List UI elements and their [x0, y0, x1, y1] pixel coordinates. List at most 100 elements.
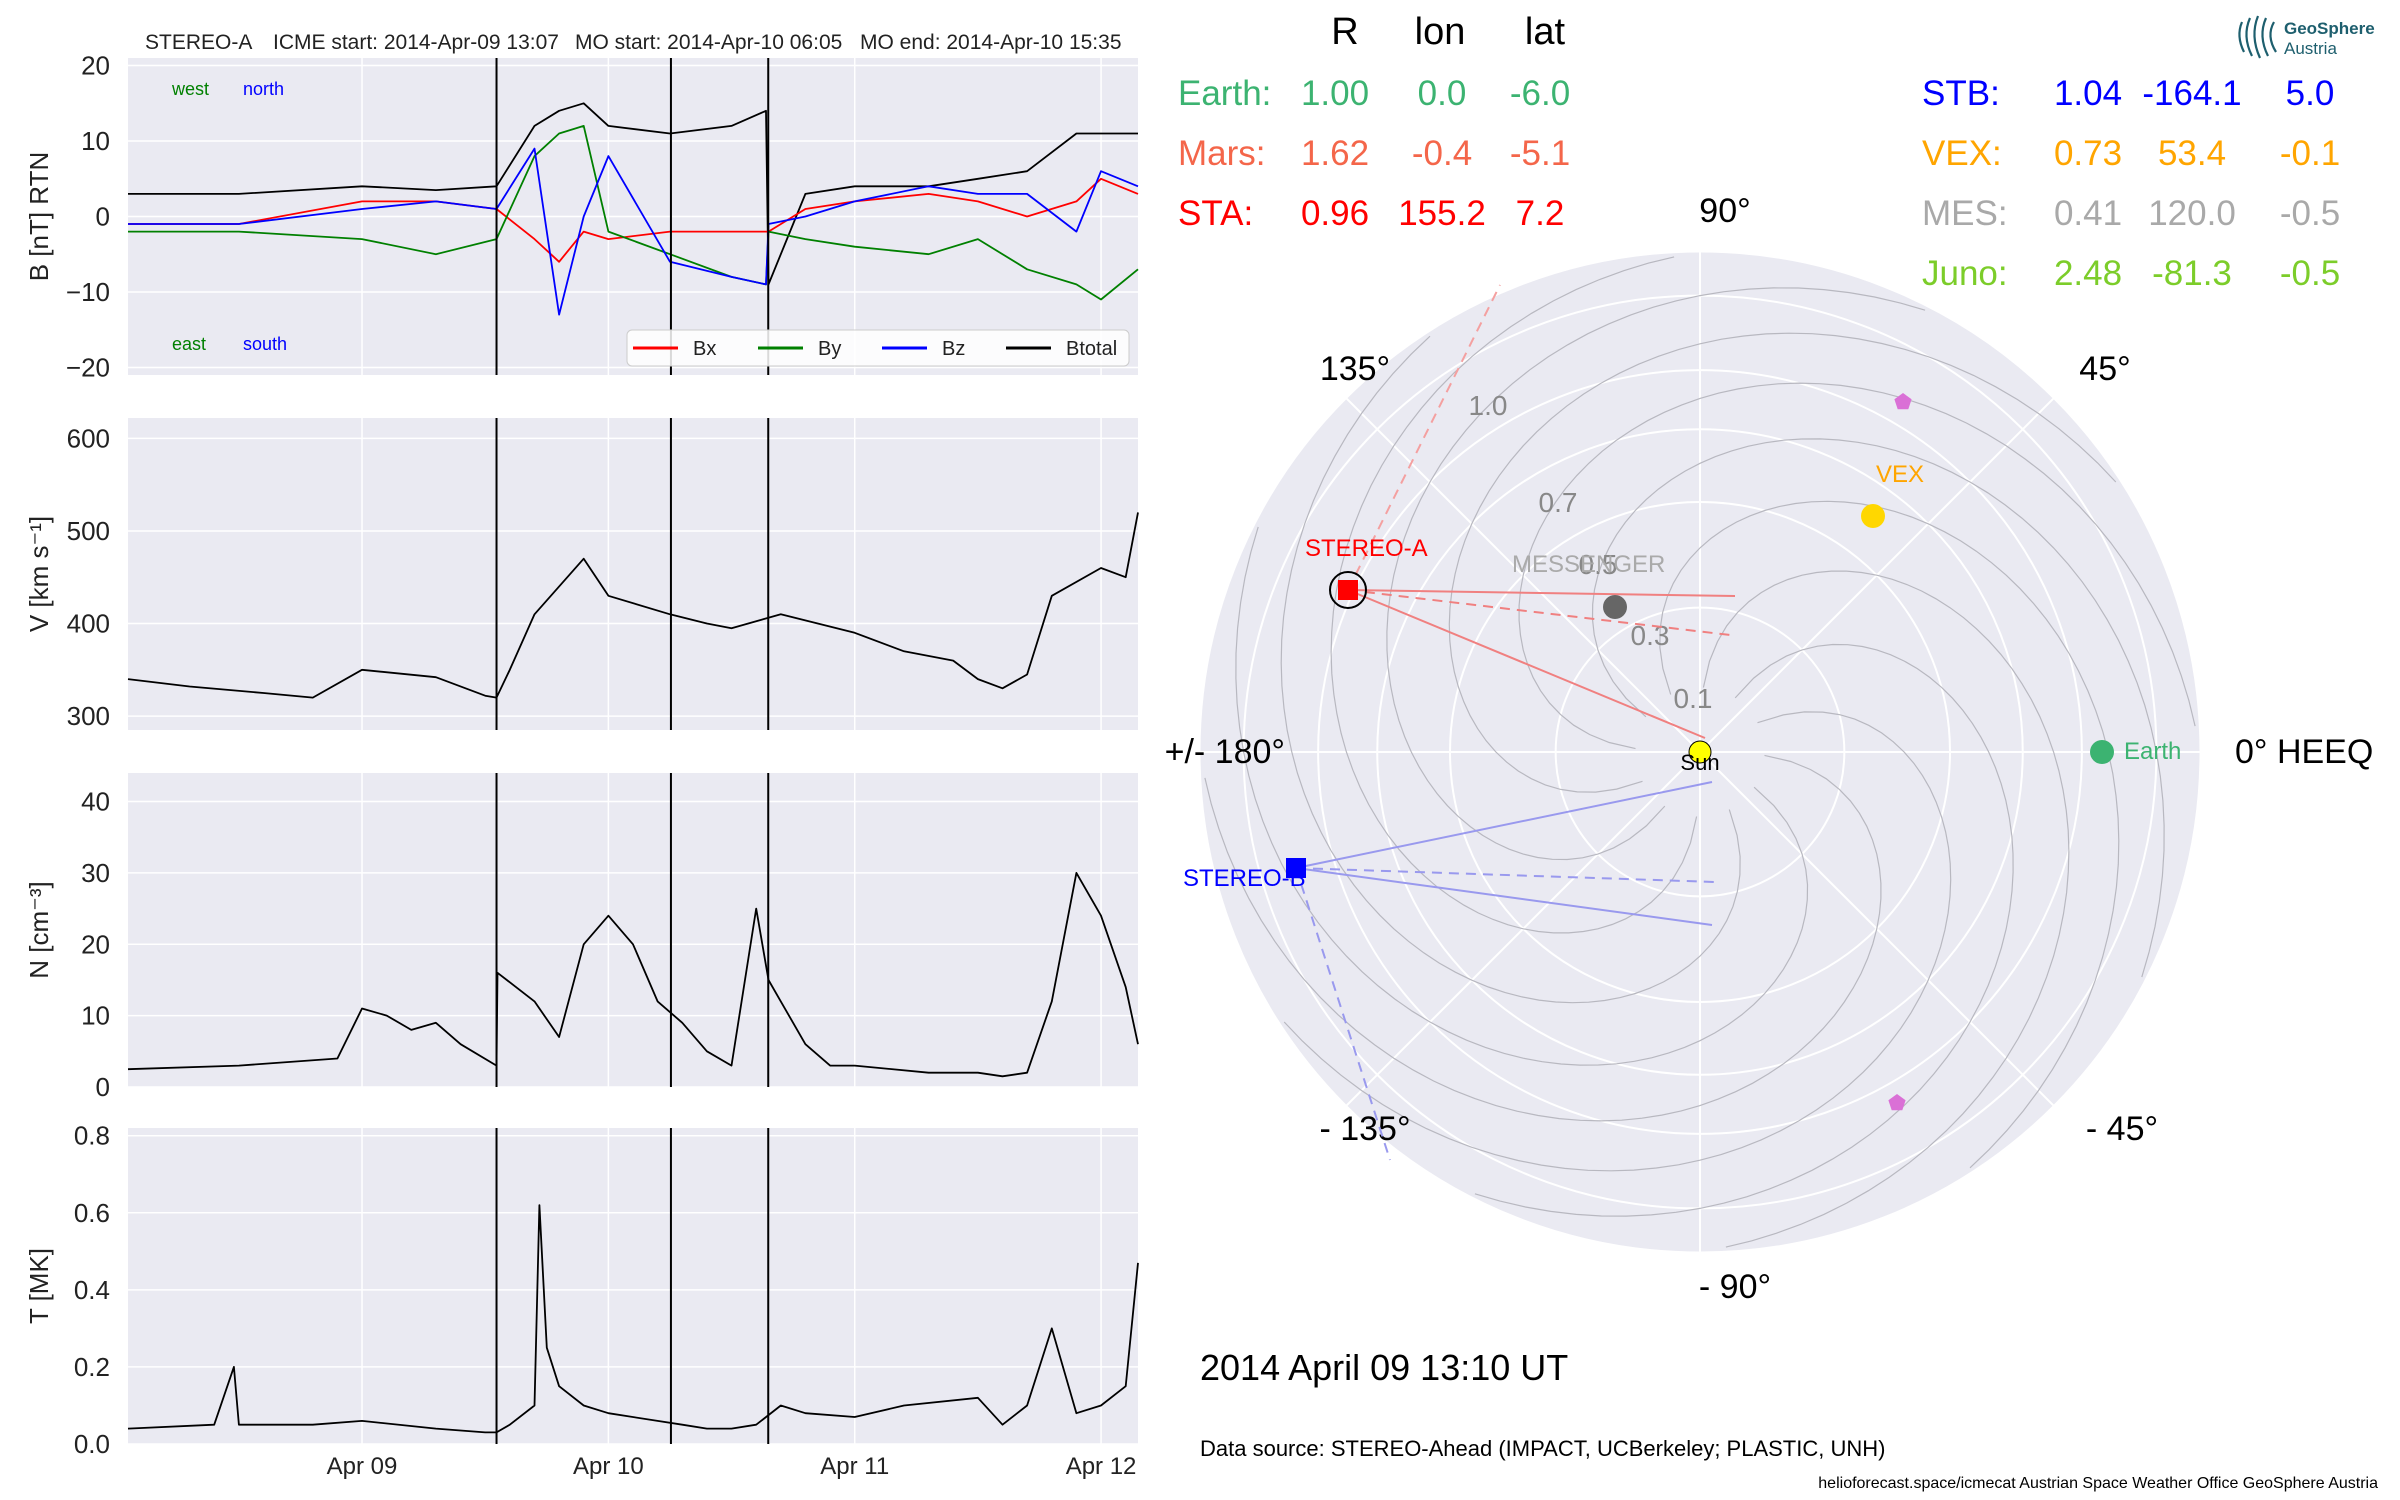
legend-label-btotal: Btotal [1066, 338, 1117, 360]
panel-background [128, 1128, 1138, 1444]
annotation-south: south [243, 334, 287, 354]
table-lat: -0.1 [2280, 134, 2340, 173]
y-tick-label: 0 [96, 202, 110, 232]
timestamp: 2014 April 09 13:10 UT [1200, 1347, 1568, 1388]
table-lat: -0.5 [2280, 254, 2340, 293]
table-name: VEX: [1922, 134, 2002, 173]
y-tick-label: 30 [81, 858, 110, 888]
vex-label: VEX [1876, 461, 1924, 488]
y-tick-label: 0.4 [74, 1275, 110, 1305]
table-lon: 155.2 [1398, 194, 1486, 233]
earth-label: Earth [2124, 738, 2181, 765]
x-tick-label: Apr 10 [573, 1453, 644, 1480]
y-tick-label: 10 [81, 1001, 110, 1031]
table-header-lon: lon [1415, 11, 1466, 53]
angle-label: 45° [2079, 350, 2130, 388]
header-mo-start: MO start: 2014-Apr-10 06:05 [575, 31, 842, 54]
series-t [127, 1204, 1139, 1434]
table-lon: -81.3 [2152, 254, 2232, 293]
table-r: 0.41 [2054, 194, 2122, 233]
spiral-field-line [1235, 526, 1809, 1066]
series-n [127, 872, 1139, 1078]
timeseries-panels: 20 10 0 −10 −20 B [nT] RTN west north east south B… [24, 51, 1139, 1480]
annotation-west: west [171, 79, 209, 99]
spiral-field-line [1386, 287, 1926, 861]
polar-edge [1199, 251, 2201, 1253]
sta-fov-dashed [1347, 284, 1501, 591]
series-bz [128, 147, 1139, 316]
table-name: MES: [1922, 194, 2008, 233]
table-lon: 0.0 [1418, 74, 1467, 113]
table-lon: -0.4 [1412, 134, 1472, 173]
annotation-east: east [172, 334, 206, 354]
stb-fov-dashed [1295, 867, 1391, 1161]
table-row: VEX: 0.73 53.4 -0.1 [1922, 134, 2340, 173]
data-source: Data source: STEREO-Ahead (IMPACT, UCBer… [1200, 1436, 1885, 1461]
header-spacecraft: STEREO-A [145, 31, 252, 54]
table-lon: 53.4 [2158, 134, 2226, 173]
y-axis-label: T [MK] [24, 1248, 54, 1324]
footer-credits: helioforecast.space/icmecat Austrian Spa… [1818, 1475, 2378, 1492]
annotation-north: north [243, 79, 284, 99]
stb-marker [1286, 858, 1306, 878]
juno-marker [1894, 393, 1912, 410]
radial-label: 0.5 [1579, 549, 1618, 580]
table-header-lat: lat [1525, 11, 1566, 53]
y-tick-label: 0 [96, 1072, 110, 1102]
sun-label: Sun [1680, 750, 1719, 775]
table-row: Mars: 1.62 -0.4 -5.1 [1178, 134, 1570, 173]
table-name: Mars: [1178, 134, 1266, 173]
panel-2: 600 500 400 300 V [km s⁻¹] [24, 418, 1139, 731]
table-r: 2.48 [2054, 254, 2122, 293]
y-tick-label: 20 [81, 51, 110, 81]
sta-ring [1329, 571, 1367, 609]
angle-label: 90° [1699, 192, 1750, 230]
y-tick-label: 0.6 [74, 1198, 110, 1228]
series-btotal [128, 102, 1138, 286]
sun-marker [1688, 740, 1712, 764]
spiral-field-line [1283, 711, 1952, 1172]
angle-label: - 45° [2086, 1110, 2158, 1148]
messenger-label: MESSENGER [1512, 551, 1665, 578]
table-name: Earth: [1178, 74, 1271, 113]
geosphere-logo-icon [2238, 15, 2277, 59]
sta-marker [1338, 580, 1358, 600]
panel-background [128, 773, 1138, 1087]
logo-line1: GeoSphere [2284, 19, 2375, 38]
table-r: 1.04 [2054, 74, 2122, 113]
stb-label: STEREO-B [1183, 865, 1306, 892]
legend: Bx By Bz Btotal [626, 329, 1130, 367]
radial-label: 0.1 [1674, 683, 1713, 714]
panel-1: 20 10 0 −10 −20 B [nT] RTN west north east south B… [24, 51, 1139, 382]
table-row: STA: 0.96 155.2 7.2 [1178, 194, 1564, 233]
y-tick-label: 0.8 [74, 1121, 110, 1151]
y-tick-label: 0.0 [74, 1429, 110, 1459]
angle-label: - 135° [1319, 1110, 1410, 1148]
angle-label: - 90° [1699, 1268, 1771, 1306]
spiral-field-line [1591, 438, 2165, 978]
table-row: Earth: 1.00 0.0 -6.0 [1178, 74, 1570, 113]
table-r: 0.73 [2054, 134, 2122, 173]
table-lat: 5.0 [2286, 74, 2335, 113]
table-row: STB: 1.04 -164.1 5.0 [1922, 74, 2334, 113]
y-tick-label: 400 [67, 609, 110, 639]
table-row: MES: 0.41 120.0 -0.5 [1922, 194, 2340, 233]
legend-box [626, 329, 1130, 367]
x-tick-label: Apr 09 [327, 1453, 398, 1480]
vex-marker [1861, 504, 1885, 528]
header-mo-end: MO end: 2014-Apr-10 15:35 [860, 31, 1122, 54]
table-r: 0.96 [1301, 194, 1369, 233]
table-name: STA: [1178, 194, 1253, 233]
sta-fov-line [1347, 589, 1706, 739]
y-tick-label: 500 [67, 516, 110, 546]
radial-label: 0.7 [1539, 487, 1578, 518]
spiral-field-line [1659, 500, 2120, 1169]
angle-label: 0° HEEQ [2235, 733, 2373, 771]
y-axis-label: V [km s⁻¹] [24, 516, 54, 632]
angle-label: +/- 180° [1165, 733, 1285, 771]
table-lat: -0.5 [2280, 194, 2340, 233]
y-axis-label: B [nT] RTN [24, 152, 54, 282]
position-table: R lon lat Earth: 1.00 0.0 -6.0 Mars: 1.62 -0.4… [1178, 11, 2340, 293]
geosphere-logo: GeoSphere Austria [2238, 15, 2375, 59]
